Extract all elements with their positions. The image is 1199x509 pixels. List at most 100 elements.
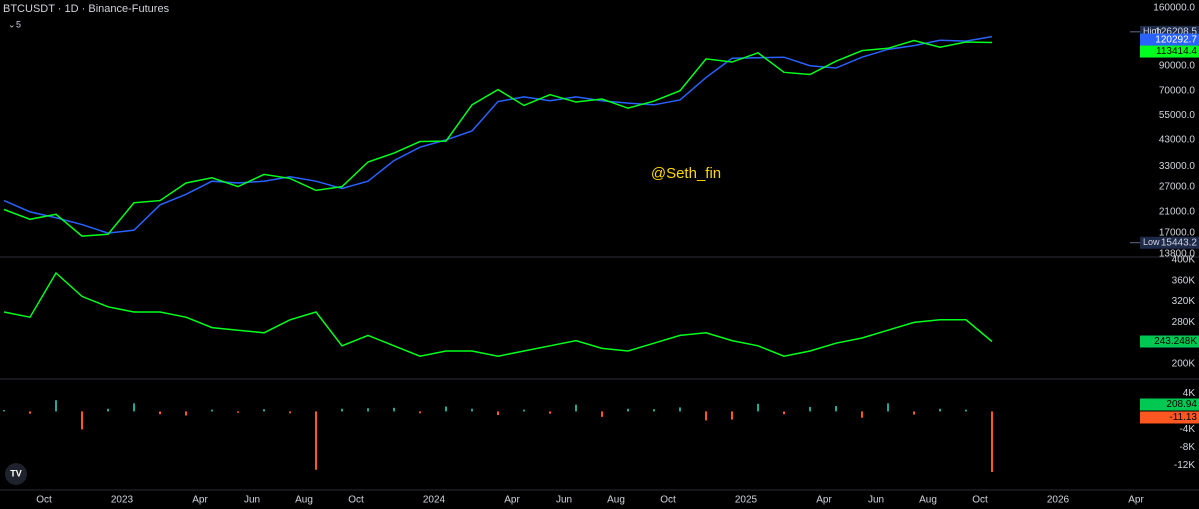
x-tick-label: Oct [972, 495, 988, 506]
histogram-bar [757, 403, 759, 412]
last-value-badge: 113414.4 [1156, 46, 1197, 57]
y-tick-label: 280K [1172, 317, 1196, 328]
histogram-bar [991, 411, 993, 472]
histogram-bar [835, 406, 837, 412]
histogram-bar [393, 407, 395, 412]
histogram-bar [679, 407, 681, 412]
y-tick-label: 17000.0 [1159, 228, 1196, 239]
y-tick-label: 21000.0 [1159, 206, 1196, 217]
price-line [3, 35, 993, 234]
histogram-bar [341, 408, 343, 412]
histogram-bar [705, 411, 707, 421]
histogram-bar [3, 410, 5, 412]
y-tick-label: 4K [1183, 388, 1196, 399]
high-value: 126208.5 [1155, 26, 1197, 37]
histogram-bar [81, 411, 83, 430]
x-tick-label: Apr [192, 495, 208, 506]
y-tick-label: -8K [1179, 442, 1195, 453]
y-tick-label: 27000.0 [1159, 181, 1196, 192]
histogram-bar [601, 411, 603, 417]
histogram-bar [549, 411, 551, 414]
price-line [3, 39, 993, 237]
price-line [3, 271, 993, 357]
low-badge-bg [1140, 236, 1199, 249]
histogram-bar [913, 411, 915, 415]
high-label: High [1143, 26, 1162, 36]
y-tick-label: 43000.0 [1159, 135, 1196, 146]
y-tick-label: -4K [1179, 424, 1195, 435]
histogram-bar [107, 408, 109, 412]
indicator-count: 5 [16, 19, 21, 29]
last-value-badge-bg [1140, 45, 1199, 58]
histogram-bar [861, 411, 863, 418]
y-tick-label: 33000.0 [1159, 161, 1196, 172]
last-value-badge: 208.94 [1166, 399, 1197, 410]
x-tick-label: 2025 [735, 495, 758, 506]
y-tick-label: 90000.0 [1159, 60, 1196, 71]
x-tick-label: Apr [816, 495, 832, 506]
histogram-bar [653, 409, 655, 412]
x-tick-label: 2024 [423, 495, 446, 506]
last-value-badge-bg [1140, 398, 1199, 411]
histogram-bar [133, 403, 135, 412]
y-tick-label: 70000.0 [1159, 86, 1196, 97]
low-label: Low [1143, 237, 1160, 247]
y-tick-label: 360K [1172, 275, 1196, 286]
last-value-badge-bg [1140, 411, 1199, 424]
last-value-badge: 243.248K [1154, 336, 1197, 347]
x-tick-label: Apr [504, 495, 520, 506]
y-tick-label: 55000.0 [1159, 110, 1196, 121]
low-value: 15443.2 [1161, 237, 1198, 248]
x-tick-label: Oct [660, 495, 676, 506]
histogram-bar [289, 411, 291, 414]
histogram-bar [55, 400, 57, 412]
y-tick-label: 320K [1172, 296, 1196, 307]
histogram-bar [575, 404, 577, 412]
histogram-bar [627, 408, 629, 412]
histogram-bar [159, 411, 161, 415]
y-tick-label: -12K [1174, 460, 1195, 471]
histogram-bar [445, 406, 447, 412]
histogram-bar [315, 411, 317, 470]
histogram-bar [211, 409, 213, 412]
last-value-badge: -11.13 [1169, 412, 1197, 423]
histogram-bar [887, 403, 889, 412]
histogram-bar [523, 409, 525, 412]
x-tick-label: Aug [607, 495, 625, 506]
y-tick-label: 200K [1172, 359, 1196, 370]
histogram-bar [939, 408, 941, 412]
last-value-badge: 120292.7 [1155, 34, 1197, 45]
x-tick-label: Aug [295, 495, 313, 506]
histogram-bar [783, 411, 785, 415]
logo: TV [5, 463, 27, 485]
y-tick-label: 400K [1172, 255, 1196, 266]
x-tick-label: Jun [244, 495, 260, 506]
x-tick-label: 2023 [111, 495, 134, 506]
histogram-bar [185, 411, 187, 416]
histogram-bar [237, 411, 239, 413]
x-tick-label: Jun [868, 495, 884, 506]
histogram-bar [809, 406, 811, 412]
histogram-bar [731, 411, 733, 420]
chart-title: BTCUSDT · 1D · Binance-Futures [3, 3, 170, 15]
x-tick-label: Jun [556, 495, 572, 506]
collapse-icon[interactable]: ⌄ [8, 19, 16, 29]
histogram-bar [29, 411, 31, 414]
last-value-badge-bg [1140, 33, 1199, 46]
watermark: @Seth_fin [651, 165, 721, 182]
y-tick-label: 13800.0 [1159, 249, 1196, 260]
x-tick-label: Oct [36, 495, 52, 506]
last-value-badge-bg [1140, 335, 1199, 348]
x-tick-label: Aug [919, 495, 937, 506]
svg-text:TV: TV [10, 468, 22, 478]
histogram-bar [367, 408, 369, 412]
histogram-bar [263, 409, 265, 412]
y-tick-label: 160000.0 [1153, 3, 1195, 14]
histogram-bar [497, 411, 499, 416]
x-tick-label: Oct [348, 495, 364, 506]
histogram-bar [419, 411, 421, 414]
histogram-bar [965, 409, 967, 412]
x-tick-label: Apr [1128, 495, 1144, 506]
x-tick-label: 2026 [1047, 495, 1070, 506]
